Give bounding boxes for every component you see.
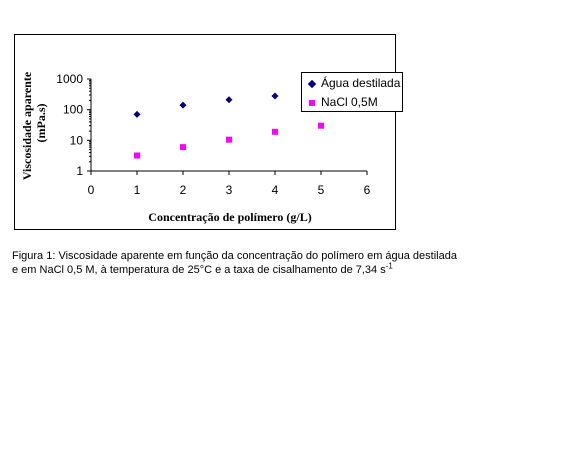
y-tick-label: 1 xyxy=(76,164,83,178)
legend-label-nacl: NaCl 0,5M xyxy=(321,95,378,109)
y-tick-label: 100 xyxy=(63,103,83,117)
data-point-agua-destilada xyxy=(133,110,141,118)
x-tick-label: 3 xyxy=(226,183,233,197)
legend-item-nacl: NaCl 0,5M xyxy=(306,94,378,110)
legend-item-agua: Água destilada xyxy=(306,75,400,91)
x-tick-label: 2 xyxy=(180,183,187,197)
caption-superscript: -1 xyxy=(385,261,393,271)
diamond-marker-icon xyxy=(306,76,318,90)
y-axis-title-line1: Viscosidade aparente xyxy=(20,71,34,180)
legend-label-agua: Água destilada xyxy=(321,76,401,90)
y-tick-label: 1000 xyxy=(56,72,83,86)
x-tick-label: 4 xyxy=(272,183,279,197)
caption-text: Figura 1: Viscosidade aparente em função… xyxy=(12,250,457,276)
x-tick-label: 0 xyxy=(88,183,95,197)
data-point-agua-destilada xyxy=(179,101,187,109)
data-point-nacl xyxy=(134,152,140,159)
chart-legend: Água destilada NaCl 0,5M xyxy=(301,72,403,112)
figure-caption: Figura 1: Viscosidade aparente em função… xyxy=(12,249,462,277)
x-tick-label: 5 xyxy=(318,183,325,197)
data-point-nacl xyxy=(226,136,232,143)
y-tick-label: 10 xyxy=(70,133,84,147)
square-marker-icon xyxy=(306,95,318,109)
y-axis-title-line2: (mPa.s) xyxy=(34,104,48,143)
chart-area: 1 10 100 1000 0 1 2 3 4 5 6 Concentração de polímer… xyxy=(14,34,403,230)
data-point-nacl xyxy=(180,144,186,151)
data-point-nacl xyxy=(318,122,324,129)
data-point-nacl xyxy=(272,128,278,135)
x-tick-label: 6 xyxy=(364,183,371,197)
data-point-agua-destilada xyxy=(225,96,233,104)
x-tick-label: 1 xyxy=(134,183,141,197)
data-point-agua-destilada xyxy=(271,92,279,100)
x-axis-title: Concentração de polímero (g/L) xyxy=(148,210,311,224)
